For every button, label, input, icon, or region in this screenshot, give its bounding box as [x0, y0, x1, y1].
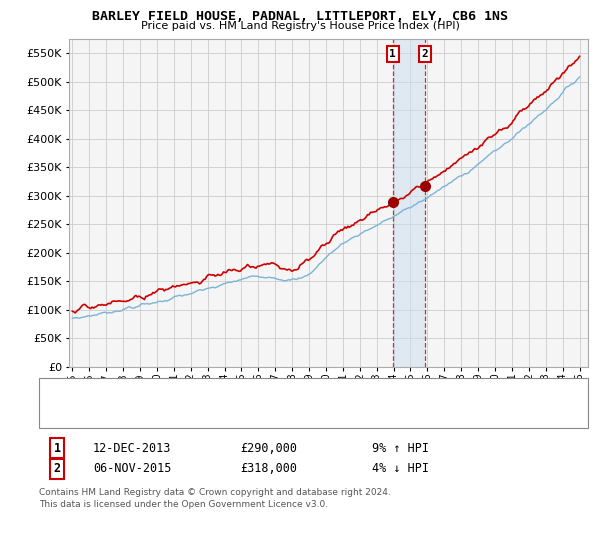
- Text: 2: 2: [53, 462, 61, 475]
- Text: 06-NOV-2015: 06-NOV-2015: [93, 462, 172, 475]
- Text: 9% ↑ HPI: 9% ↑ HPI: [372, 441, 429, 455]
- Text: £318,000: £318,000: [240, 462, 297, 475]
- Text: BARLEY FIELD HOUSE, PADNAL, LITTLEPORT, ELY, CB6 1NS: BARLEY FIELD HOUSE, PADNAL, LITTLEPORT, …: [92, 10, 508, 22]
- Text: 4% ↓ HPI: 4% ↓ HPI: [372, 462, 429, 475]
- Text: Contains HM Land Registry data © Crown copyright and database right 2024.: Contains HM Land Registry data © Crown c…: [39, 488, 391, 497]
- Text: 12-DEC-2013: 12-DEC-2013: [93, 441, 172, 455]
- Bar: [393, 39, 425, 367]
- Text: 1: 1: [53, 441, 61, 455]
- Text: This data is licensed under the Open Government Licence v3.0.: This data is licensed under the Open Gov…: [39, 500, 328, 508]
- Text: HPI: Average price, detached house, East Cambridgeshire: HPI: Average price, detached house, East…: [87, 410, 389, 420]
- Text: BARLEY FIELD HOUSE, PADNAL, LITTLEPORT, ELY, CB6 1NS (detached house): BARLEY FIELD HOUSE, PADNAL, LITTLEPORT, …: [87, 388, 485, 398]
- Text: Price paid vs. HM Land Registry's House Price Index (HPI): Price paid vs. HM Land Registry's House …: [140, 21, 460, 31]
- Text: £290,000: £290,000: [240, 441, 297, 455]
- Text: 2: 2: [421, 49, 428, 59]
- Text: 1: 1: [389, 49, 396, 59]
